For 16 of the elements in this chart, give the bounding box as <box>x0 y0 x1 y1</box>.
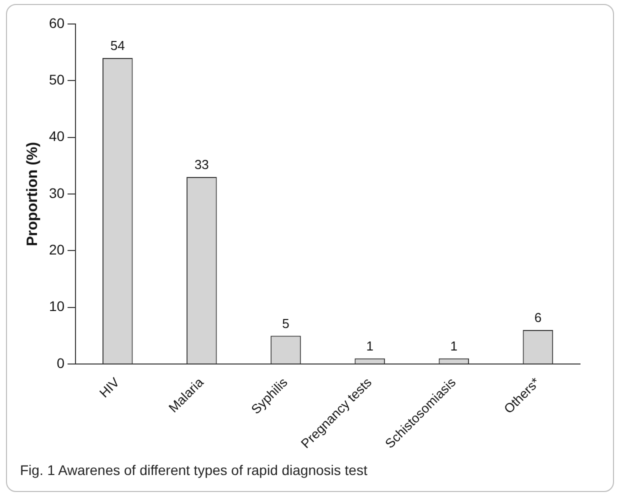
y-tick-label: 30 <box>48 184 65 201</box>
y-tick-label: 10 <box>48 298 65 314</box>
caption: Fig. 1 Awarenes of different types of rapid diagnosis test <box>20 462 368 478</box>
data-label: 1 <box>366 338 374 354</box>
y-tick-label: 60 <box>48 14 65 31</box>
y-axis-title: Proportion (%) <box>24 142 42 246</box>
x-tick-label: HIV <box>96 374 122 401</box>
data-label: 5 <box>282 316 290 331</box>
y-tick-label: 50 <box>48 72 65 88</box>
y-tick-label: 0 <box>56 354 65 371</box>
data-label: 1 <box>450 338 458 354</box>
data-label: 54 <box>110 38 125 54</box>
data-label: 33 <box>194 157 209 172</box>
y-tick-label: 20 <box>48 242 65 258</box>
y-tick-label: 40 <box>48 128 65 144</box>
data-label: 6 <box>534 310 542 326</box>
